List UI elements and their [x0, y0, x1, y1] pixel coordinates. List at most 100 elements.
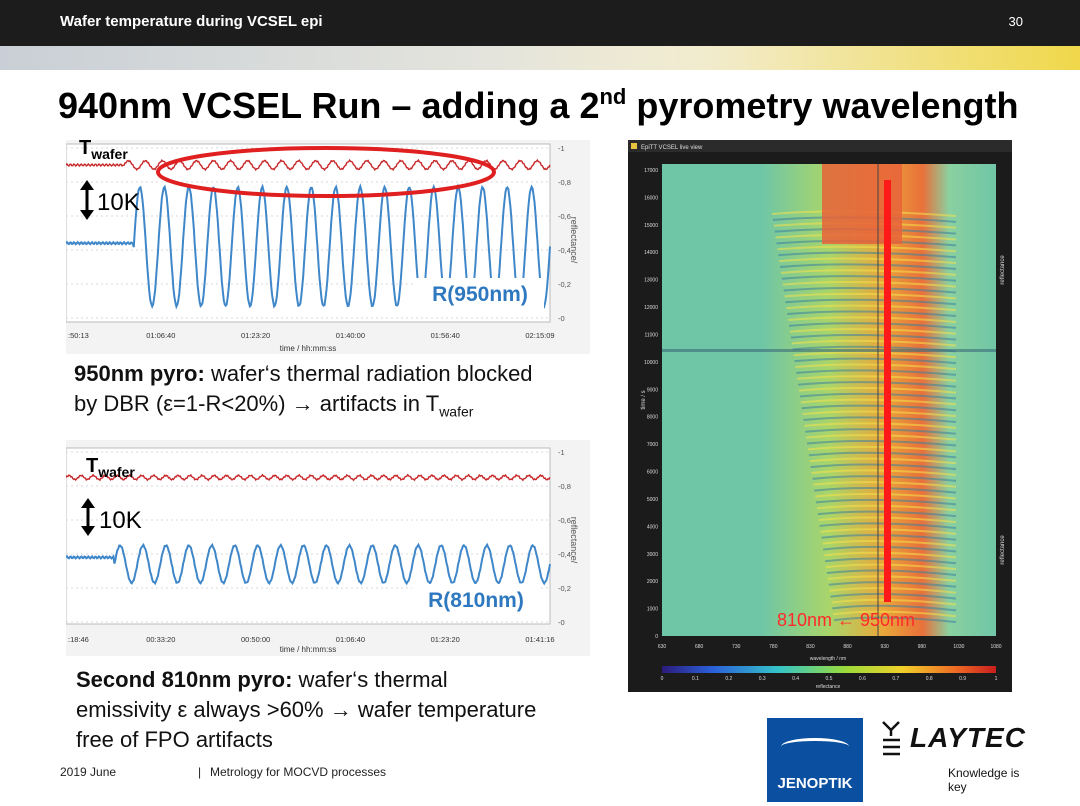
fringe-line [815, 492, 957, 500]
y-tick-label: 16000 [644, 195, 658, 201]
laytec-logo: LAYTEC Knowledge is key [880, 718, 1030, 794]
x-tick-label: 1080 [990, 644, 1001, 650]
laytec-wordmark: LAYTEC [910, 722, 1026, 753]
x-tick-label: 01:41:16 [525, 635, 554, 644]
fringe-line [811, 469, 957, 476]
artifact-highlight-ellipse [156, 146, 496, 198]
colorbar-label: reflectance [816, 684, 841, 690]
fringe-line [817, 510, 957, 518]
colorbar-tick-label: 0.1 [692, 676, 699, 682]
fringe-line [786, 304, 957, 312]
fringe-line [812, 475, 957, 482]
fringe-line [788, 316, 957, 323]
slide-title-sup: nd [599, 84, 627, 109]
series-label: R(950nm) [432, 283, 528, 306]
fringe-line [802, 410, 957, 418]
fringe-line [779, 257, 957, 265]
x-tick-label: 730 [732, 644, 741, 650]
fringe-line [784, 292, 957, 300]
y-tick-label: 1000 [647, 607, 658, 613]
fringe-line [818, 516, 957, 524]
fringe-line [785, 298, 957, 306]
t-wafer-label: Twafer [86, 455, 135, 480]
y-tick-label: 14000 [644, 250, 658, 256]
bottom-caption-bold: Second 810nm pyro: [76, 667, 293, 692]
footer-separator: | [198, 765, 202, 779]
fringe-line [780, 269, 957, 276]
y-tick-label: -0,8 [558, 482, 571, 491]
x-tick-label: 680 [695, 644, 704, 650]
header-gradient [0, 46, 1080, 70]
top-caption-line2: by DBR (ε=1-R<20%) → artifacts in T [74, 391, 440, 416]
fringe-line [809, 457, 957, 465]
y-tick-label: -0 [558, 618, 565, 627]
y-tick-label: 11000 [644, 332, 658, 338]
scale-label: 10K [97, 189, 140, 216]
header-title: Wafer temperature during VCSEL epi [60, 13, 323, 30]
y-tick-label: -0,2 [558, 584, 571, 593]
y-tick-label: 10000 [644, 360, 658, 366]
x-tick-label: :50:13 [68, 331, 89, 340]
x-tick-label: 630 [658, 644, 667, 650]
fringe-line [782, 281, 957, 288]
fringe-line [819, 522, 957, 529]
fringe-line [798, 387, 957, 394]
laytec-tagline: Knowledge is key [948, 766, 1020, 794]
fringe-line [807, 445, 957, 453]
colorbar [662, 666, 996, 673]
colorbar-tick-label: 0.4 [792, 676, 799, 682]
series-line [65, 542, 551, 586]
slide-title-main: 940nm VCSEL Run – adding a 2 [58, 85, 600, 126]
fringe-line [781, 275, 957, 282]
bottom-caption: Second 810nm pyro: wafer‘s thermal emiss… [76, 665, 536, 755]
fringe-line [783, 286, 957, 294]
colorbar-tick-label: 0.3 [759, 676, 766, 682]
y-tick-label: 12000 [644, 305, 658, 311]
y-tick-label: -0,2 [558, 280, 571, 289]
x-tick-label: 01:06:40 [336, 635, 365, 644]
y-tick-label: -0,4 [558, 550, 571, 559]
bottom-caption-line1: wafer‘s thermal [292, 667, 448, 692]
bottom-pyro-chart: -1 -0,8 -0,6 -0,4 -0,2 -0 :18:46 00:33:20 00:50… [65, 440, 590, 656]
y-axis-label: reflectance/ [569, 517, 579, 564]
y-tick-label: 0 [655, 634, 658, 640]
slide-title: 940nm VCSEL Run – adding a 2nd pyrometry… [58, 84, 1019, 127]
x-tick-label: 880 [843, 644, 852, 650]
epitt-heatmap-chart: EpiTT VCSEL live view 170001600015000140… [628, 140, 1012, 692]
fringe-line [805, 428, 957, 435]
x-tick-label: 830 [806, 644, 815, 650]
y-tick-label: -1 [558, 448, 565, 457]
slide-title-rest: pyrometry wavelength [626, 85, 1019, 126]
y-tick-label: 6000 [647, 470, 658, 476]
fringe-line [796, 369, 957, 376]
colorbar-tick-label: 1 [995, 676, 998, 682]
t-wafer-label: Twafer [79, 140, 128, 162]
x-tick-label: 01:23:20 [241, 331, 270, 340]
fringe-line [780, 263, 957, 270]
wavelength-annotation: 810nm ← 950nm [777, 610, 915, 630]
y-tick-label: 2000 [647, 579, 658, 585]
jenoptik-wordmark: JENOPTIK [777, 775, 853, 792]
top-pyro-panel: -1 -0,8 -0,6 -0,4 -0,2 -0 :50:13 01:06:40 01:23… [65, 137, 590, 354]
x-tick-label: 1030 [953, 644, 964, 650]
fringe-line [777, 245, 957, 253]
y-axis-label: time / s [641, 390, 647, 409]
y-tick-label: 17000 [644, 168, 658, 174]
jenoptik-arc-icon [781, 738, 849, 755]
slide-number: 30 [1008, 14, 1023, 29]
fringe-line [798, 381, 957, 388]
colorbar-tick-label: 0.5 [826, 676, 833, 682]
app-icon [631, 143, 637, 149]
colorbar-tick-label: 0.2 [725, 676, 732, 682]
y-tick-label: 7000 [647, 442, 658, 448]
fringe-line [793, 351, 957, 359]
series-label: R(810nm) [428, 589, 524, 612]
fringe-line [799, 392, 957, 400]
bottom-caption-line2: emissivity ε always >60% → wafer tempera… [76, 697, 537, 722]
fringe-line [823, 545, 957, 553]
y-tick-label: -0 [558, 314, 565, 323]
y-tick-label: 4000 [647, 524, 658, 530]
scale-arrow-icon [80, 180, 94, 220]
fringe-line [795, 363, 957, 371]
bottom-pyro-panel: -1 -0,8 -0,6 -0,4 -0,2 -0 :18:46 00:33:20 00:50… [65, 440, 590, 656]
